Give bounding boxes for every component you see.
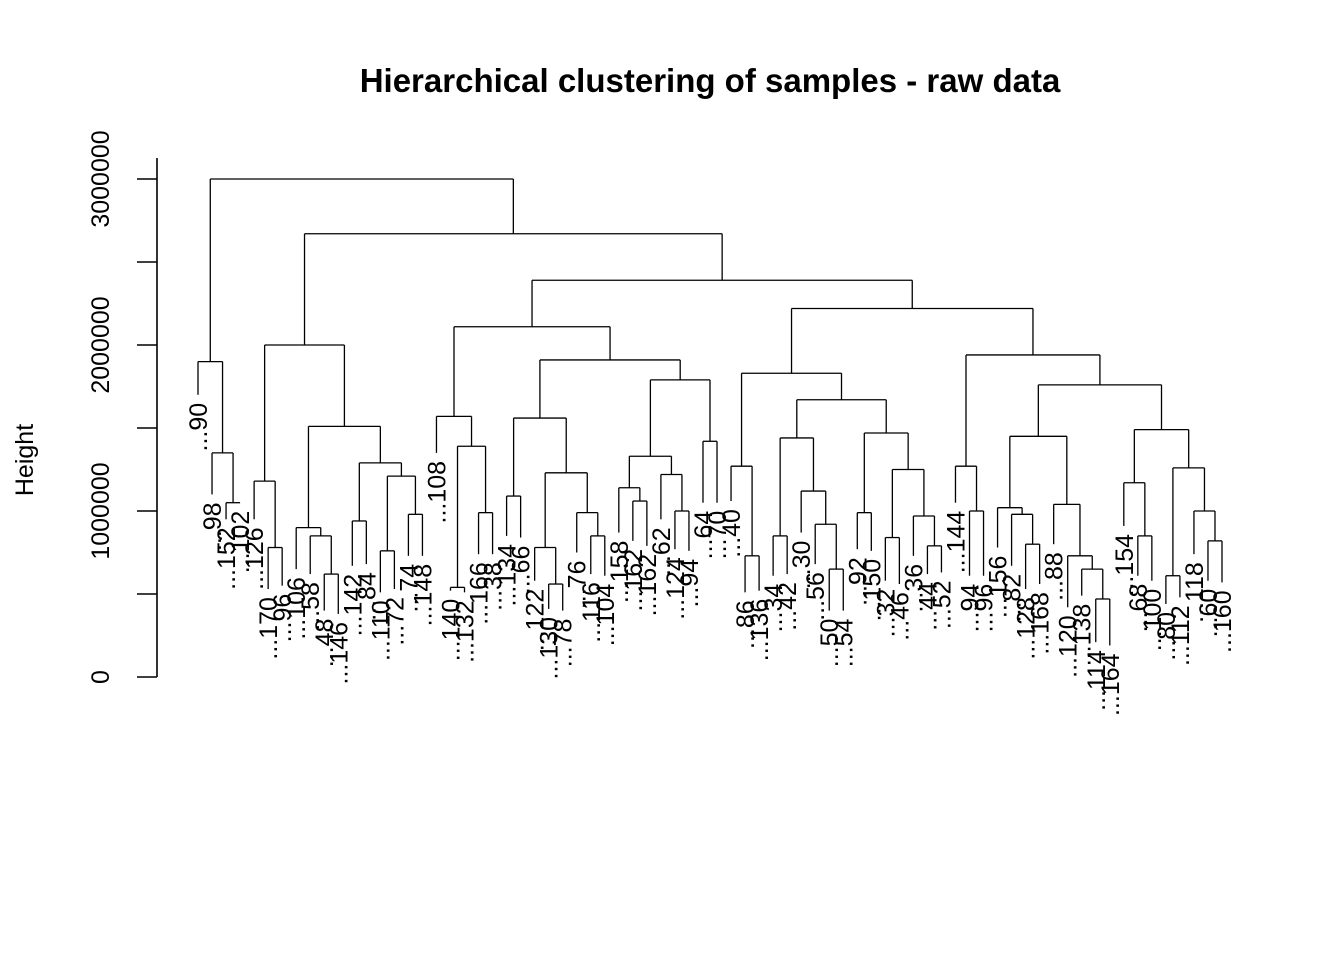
leaf-label: ...100 [1139,589,1167,652]
leaf-label: ...150 [858,559,886,622]
y-axis: 0 1000000 2000000 3000000 [87,130,158,684]
leaf-label: ...168 [1027,592,1055,655]
y-tick-label: 2000000 [87,296,115,393]
leaf-label: ...96 [971,584,999,633]
leaf-label: ...162 [620,549,648,612]
leaf-label: ...98 [199,502,227,551]
leaf-label: ...56 [802,572,830,621]
leaf-label: ...134 [494,544,522,607]
leaf-label: ...154 [1111,534,1139,597]
leaf-label: ...124 [662,557,690,620]
leaf-label: ...76 [564,561,592,610]
leaf-label: ...84 [353,572,381,621]
y-tick-label: 0 [87,670,115,684]
leaf-label: ...68 [1125,584,1153,633]
leaf-label: ...142 [339,574,367,637]
y-tick-label: 3000000 [87,130,115,227]
leaf-label: ...80 [1153,612,1181,661]
leaf-label: ...118 [1181,562,1209,623]
leaf-label: ...74 [395,564,423,613]
leaf-label: ...102 [227,511,255,574]
leaf-label: ...158 [606,541,634,604]
leaf-label: ...38 [480,562,508,611]
leaf-label: ...144 [942,511,970,574]
leaf-label: ...92 [844,557,872,606]
leaf-label: ...104 [592,584,620,647]
leaf-label: ...66 [508,546,536,595]
leaf-label: ...166 [466,562,494,625]
leaf-label: ...140 [437,599,465,662]
leaf-label: ...58 [297,582,325,631]
leaf-label: ...48 [311,619,339,668]
leaf-label: ...132 [452,600,480,663]
leaf-label: ...162 [634,554,662,617]
leaf-label: ...112 [1167,605,1195,666]
leaf-label: ...32 [872,589,900,638]
leaf-label: ...44 [914,582,942,631]
leaf-label: ...60 [1195,589,1223,638]
leaf-label: ...106 [283,577,311,640]
leaf-label: ...42 [774,582,802,631]
leaf-label: ...164 [1097,653,1125,716]
leaf-label: ...30 [788,541,816,590]
leaf-label: ...94 [676,559,704,608]
leaf-label: ...62 [648,527,676,576]
leaf-label: ...130 [536,617,564,680]
leaf-label: ...90 [185,403,213,452]
leaf-label: ...122 [522,589,550,652]
leaf-label: ...70 [704,511,732,560]
leaf-label: ...82 [999,574,1027,623]
leaf-label: ...54 [830,619,858,668]
dendrogram-links [197,178,1223,646]
leaf-label: ...78 [550,619,578,668]
leaf-label: ...138 [1069,604,1097,667]
leaf-label: ...126 [241,527,269,590]
leaf-label: ...160 [1209,590,1237,653]
leaf-label: ...86 [732,600,760,649]
leaf-label: ...170 [255,597,283,660]
leaf-label: ...110 [367,600,395,661]
leaf-label: ...34 [760,584,788,633]
leaf-label: ...148 [409,564,437,627]
leaf-label: ...108 [423,461,451,524]
leaf-label: ...96 [269,594,297,643]
leaf-label: ...50 [816,619,844,668]
leaf-label: ...120 [1055,615,1083,678]
y-tick-label: 1000000 [87,462,115,559]
leaf-label: ...156 [985,556,1013,619]
leaf-label: ...72 [381,597,409,646]
leaf-label: ...64 [690,511,718,560]
leaf-labels: ...90...98...152...102...126...170...96.… [185,403,1237,716]
leaf-label: ...94 [957,584,985,633]
leaf-label: ...114 [1083,650,1111,711]
leaf-label: ...88 [1041,552,1069,601]
y-axis-label: Height [11,424,39,496]
leaf-label: ...136 [746,599,774,662]
leaf-label: ...52 [928,580,956,629]
leaf-label: ...146 [325,622,353,685]
chart-title: Hierarchical clustering of samples - raw… [360,62,1061,99]
leaf-label: ...128 [1013,597,1041,660]
leaf-label: ...46 [886,592,914,641]
leaf-label: ...36 [900,564,928,613]
leaf-label: ...40 [718,509,746,558]
leaf-label: ...152 [213,527,241,590]
leaf-label: ...116 [578,582,606,643]
